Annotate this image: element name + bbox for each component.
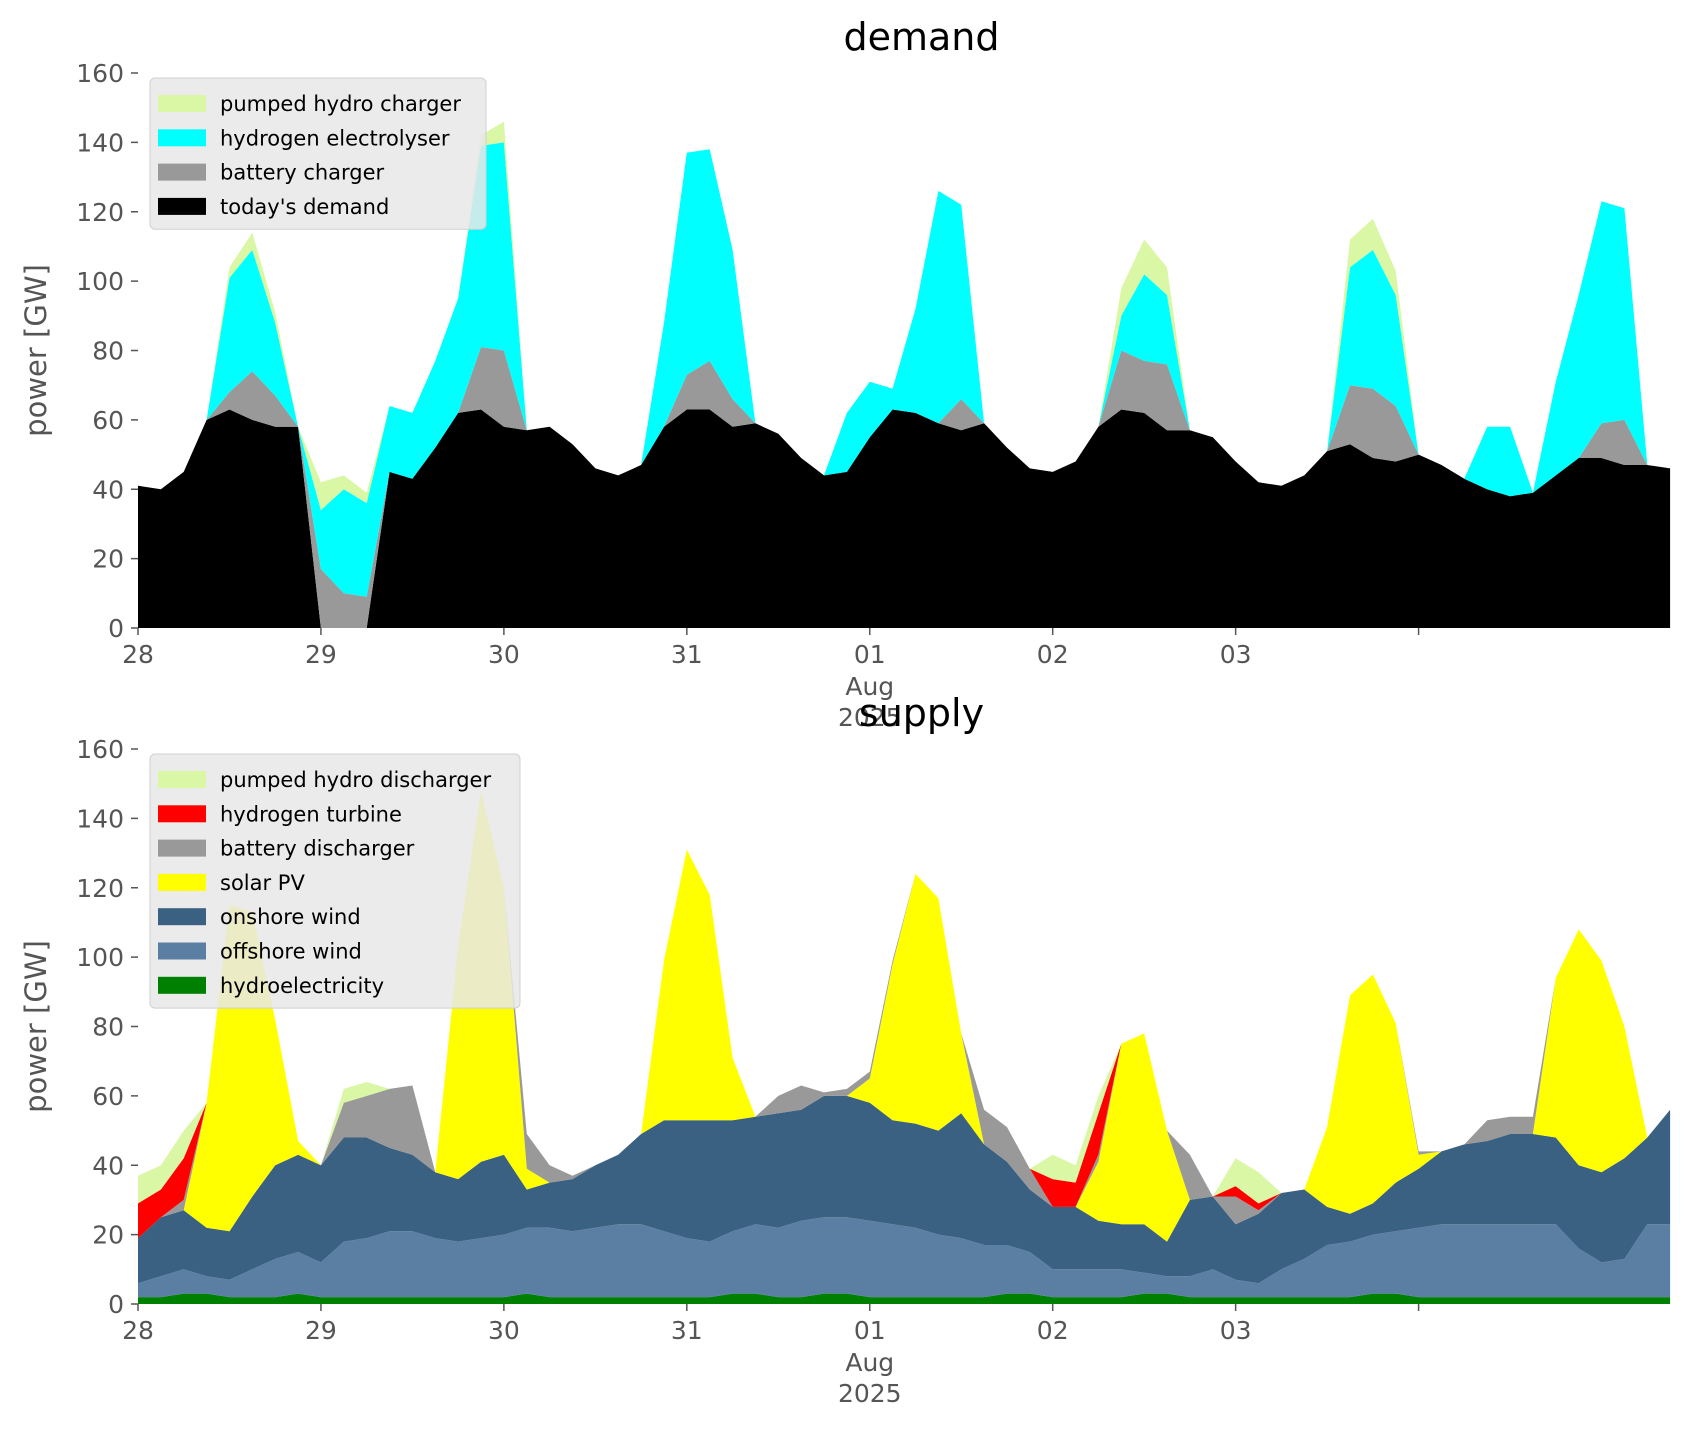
legend-label-onshore-wind: onshore wind xyxy=(220,905,361,929)
x-tick-sublabel: 2025 xyxy=(838,703,902,732)
legend-swatch-battery-charger xyxy=(158,163,206,181)
legend-label-offshore-wind: offshore wind xyxy=(220,940,362,964)
y-tick-label: 120 xyxy=(76,198,124,227)
legend-swatch-pumped-hydro-charger xyxy=(158,95,206,112)
chart-title: supply xyxy=(859,691,984,735)
legend-swatch-today-s-demand xyxy=(158,197,206,215)
y-tick-label: 20 xyxy=(92,545,124,574)
legend-swatch-onshore-wind xyxy=(158,908,206,926)
legend-swatch-battery-discharger xyxy=(158,839,206,857)
y-tick-label: 80 xyxy=(92,1013,124,1042)
legend-box xyxy=(149,753,521,1009)
area-hydroelectricity xyxy=(138,1293,1671,1304)
legend-label-pumped-hydro-discharger: pumped hydro discharger xyxy=(220,768,491,792)
legend-swatch-hydrogen-turbine xyxy=(158,805,206,823)
y-axis-label: power [GW] xyxy=(19,264,53,437)
x-tick-label: 01 xyxy=(854,640,886,669)
legend-box xyxy=(149,77,487,230)
area-today-s-demand xyxy=(138,409,1671,628)
legend: pumped hydro discharger hydrogen turbine b… xyxy=(149,753,521,1009)
x-tick-label: 30 xyxy=(488,640,520,669)
y-tick-label: 40 xyxy=(92,475,124,504)
y-tick-label: 0 xyxy=(108,614,124,643)
y-tick-label: 20 xyxy=(92,1221,124,1250)
legend-label-battery-discharger: battery discharger xyxy=(220,837,415,861)
x-tick-label: 28 xyxy=(122,1316,154,1345)
legend-swatch-hydroelectricity xyxy=(158,976,206,994)
area-solar-pv xyxy=(138,790,1671,1242)
legend-label-pumped-hydro-charger: pumped hydro charger xyxy=(220,92,461,116)
x-tick-sublabel: 2025 xyxy=(838,1379,902,1408)
area-battery-charger xyxy=(138,347,1671,628)
x-tick-label: 29 xyxy=(305,1316,337,1345)
x-tick-sublabel: Aug xyxy=(845,1348,894,1377)
y-tick-label: 160 xyxy=(76,735,124,764)
x-tick-label: 02 xyxy=(1037,1316,1069,1345)
legend-label-solar-pv: solar PV xyxy=(220,871,305,895)
y-tick-label: 80 xyxy=(92,337,124,366)
chart-title: demand xyxy=(843,15,999,59)
legend-label-battery-charger: battery charger xyxy=(220,161,385,185)
y-tick-label: 0 xyxy=(108,1290,124,1319)
x-tick-label: 31 xyxy=(671,1316,703,1345)
y-tick-label: 100 xyxy=(76,943,124,972)
area-onshore-wind xyxy=(138,1095,1671,1284)
legend-label-today-s-demand: today's demand xyxy=(220,195,389,219)
x-tick-label: 01 xyxy=(854,1316,886,1345)
y-axis-label: power [GW] xyxy=(19,940,53,1113)
legend: pumped hydro charger hydrogen electrolyse… xyxy=(149,77,487,230)
legend-swatch-offshore-wind xyxy=(158,942,206,960)
y-tick-label: 100 xyxy=(76,267,124,296)
legend-swatch-pumped-hydro-discharger xyxy=(158,771,206,788)
x-tick-label: 02 xyxy=(1037,640,1069,669)
x-tick-label: 03 xyxy=(1220,640,1252,669)
x-tick-label: 28 xyxy=(122,640,154,669)
y-tick-label: 140 xyxy=(76,804,124,833)
x-tick-label: 29 xyxy=(305,640,337,669)
x-tick-label: 03 xyxy=(1220,1316,1252,1345)
legend-label-hydrogen-electrolyser: hydrogen electrolyser xyxy=(220,126,450,150)
area-offshore-wind xyxy=(138,1217,1671,1298)
x-tick-label: 30 xyxy=(488,1316,520,1345)
legend-swatch-solar-pv xyxy=(158,873,206,891)
legend-swatch-hydrogen-electrolyser xyxy=(158,129,206,147)
legend-label-hydroelectricity: hydroelectricity xyxy=(220,974,384,998)
y-tick-label: 120 xyxy=(76,874,124,903)
y-tick-label: 60 xyxy=(92,406,124,435)
y-tick-label: 140 xyxy=(76,128,124,157)
legend-label-hydrogen-turbine: hydrogen turbine xyxy=(220,802,402,826)
y-tick-label: 160 xyxy=(76,59,124,88)
y-tick-label: 40 xyxy=(92,1151,124,1180)
x-tick-label: 31 xyxy=(671,640,703,669)
y-tick-label: 60 xyxy=(92,1082,124,1111)
area-hydrogen-electrolyser xyxy=(138,142,1671,597)
x-tick-sublabel: Aug xyxy=(845,672,894,701)
